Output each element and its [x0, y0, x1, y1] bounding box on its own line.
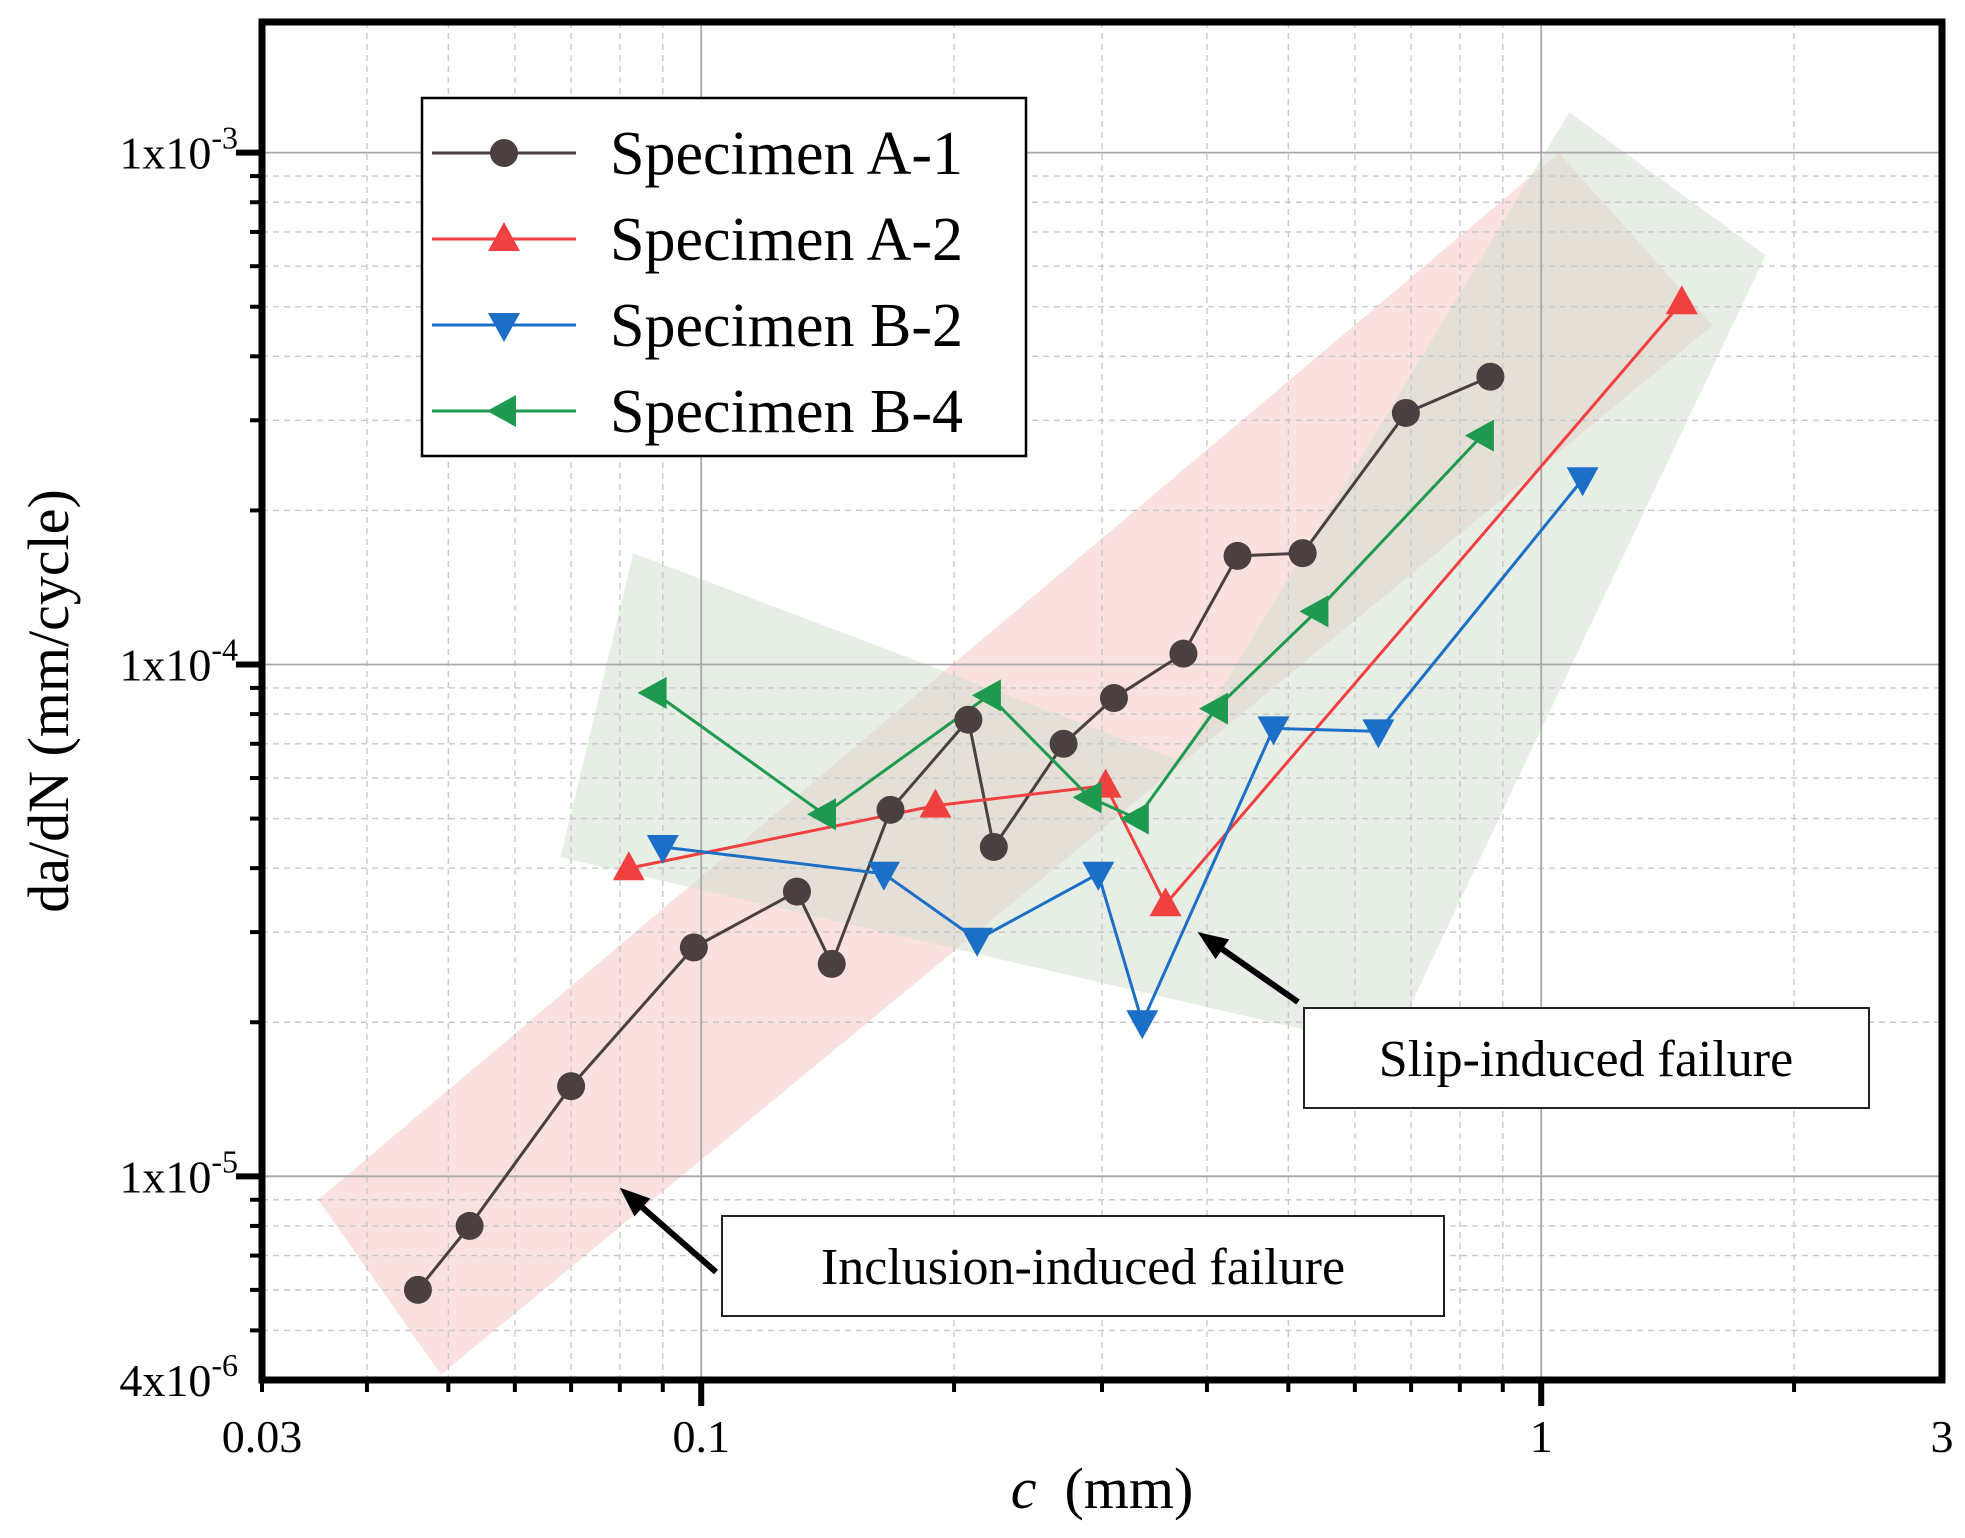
- legend-label-specimen-a-2: Specimen A-2: [610, 206, 963, 274]
- y-tick-exponent: -4: [211, 631, 238, 667]
- data-point-specimen-a-1: [1223, 541, 1252, 570]
- x-tick-label: 0.03: [222, 1411, 303, 1462]
- legend-marker-specimen-a-2: [488, 222, 520, 251]
- y-tick-exponent: -5: [211, 1143, 238, 1179]
- y-tick-base: 4x10: [119, 1355, 211, 1406]
- data-point-specimen-a-1: [817, 949, 846, 978]
- data-point-specimen-a-1: [1476, 362, 1505, 391]
- series-line-specimen-b-2: [662, 478, 1584, 1027]
- x-tick-label: 3: [1931, 1411, 1954, 1462]
- series-line-specimen-b-4: [653, 434, 1483, 821]
- annotation-arrowhead-inclusion-induced-failure: [619, 1187, 651, 1217]
- data-point-specimen-b-4: [637, 676, 667, 709]
- legend: Specimen A-1 Specimen A-2 Specimen B-2 Spec…: [420, 96, 1028, 458]
- legend-marker-specimen-b-2: [488, 313, 520, 342]
- data-point-specimen-b-4: [1464, 419, 1494, 452]
- data-point-specimen-a-1: [557, 1072, 586, 1101]
- data-point-specimen-a-2: [612, 851, 645, 881]
- annotation-text-slip-induced-failure: Slip-induced failure: [1379, 1031, 1793, 1088]
- data-point-specimen-b-2: [1082, 861, 1115, 891]
- data-point-specimen-b-2: [961, 927, 994, 957]
- legend-box: [420, 96, 1028, 458]
- data-point-specimen-a-1: [1391, 398, 1420, 427]
- y-tick-base: 1x10: [119, 639, 211, 690]
- data-point-specimen-a-1: [1288, 539, 1317, 568]
- y-tick-label: 1x10-3: [119, 120, 238, 179]
- y-tick-exponent: -3: [211, 120, 238, 156]
- y-tick-base: 1x10: [119, 1151, 211, 1202]
- axis-ticks: [236, 149, 1797, 1406]
- x-axis-unit: (mm): [1064, 1456, 1193, 1521]
- data-point-specimen-a-1: [1049, 729, 1078, 758]
- legend-marker-specimen-a-1: [490, 139, 518, 167]
- data-point-specimen-b-4: [1199, 692, 1228, 725]
- data-point-specimen-b-2: [646, 835, 679, 864]
- legend-marker-specimen-b-4: [487, 395, 516, 427]
- data-point-specimen-b-2: [1362, 719, 1395, 749]
- series-line-specimen-a-1: [416, 375, 1491, 1291]
- data-point-specimen-b-4: [807, 798, 836, 831]
- y-tick-exponent: -6: [211, 1347, 238, 1383]
- x-tick-label: 1: [1530, 1411, 1553, 1462]
- data-point-specimen-a-1: [979, 832, 1008, 861]
- data-point-specimen-a-1: [876, 795, 905, 824]
- data-point-specimen-b-2: [1257, 716, 1290, 746]
- data-point-specimen-a-1: [403, 1275, 432, 1304]
- y-tick-label: 4x10-6: [119, 1347, 238, 1406]
- highlight-bands: [318, 112, 1766, 1375]
- y-tick-label: 1x10-4: [119, 631, 238, 690]
- annotation-box-inclusion-induced-failure: [721, 1215, 1445, 1317]
- data-point-specimen-a-2: [919, 788, 952, 818]
- x-axis-variable: c: [1011, 1456, 1037, 1521]
- annotation-arrow-slip-induced-failure: [1220, 946, 1300, 1005]
- data-point-specimen-a-1: [1169, 639, 1198, 668]
- legend-label-specimen-a-1: Specimen A-1: [610, 120, 963, 188]
- annotation-text-inclusion-induced-failure: Inclusion-induced failure: [821, 1239, 1345, 1296]
- data-point-specimen-a-2: [1665, 285, 1698, 315]
- data-point-specimen-a-1: [679, 933, 708, 962]
- annotation-arrow-inclusion-induced-failure: [640, 1205, 718, 1275]
- slip-band: [560, 112, 1766, 1050]
- y-tick-base: 1x10: [119, 128, 211, 179]
- data-point-specimen-a-1: [1099, 684, 1128, 713]
- series-markers: [403, 285, 1698, 1304]
- data-point-specimen-b-2: [867, 861, 900, 891]
- data-point-specimen-b-4: [1299, 595, 1329, 628]
- legend-label-specimen-b-2: Specimen B-2: [610, 292, 963, 360]
- data-point-specimen-a-2: [1149, 887, 1182, 917]
- legend-label-specimen-b-4: Specimen B-4: [610, 378, 963, 446]
- y-tick-label: 1x10-5: [119, 1143, 238, 1202]
- annotation-arrowhead-slip-induced-failure: [1197, 932, 1230, 960]
- data-point-specimen-b-4: [971, 679, 1001, 712]
- data-point-specimen-a-1: [455, 1211, 484, 1240]
- grid: [261, 22, 1942, 1380]
- data-point-specimen-b-4: [1072, 781, 1102, 814]
- data-point-specimen-b-2: [1566, 467, 1599, 497]
- x-axis-label: c (mm): [1011, 1456, 1194, 1521]
- y-axis-label: da/dN (mm/cycle): [16, 489, 81, 913]
- annotations: Slip-induced failure Inclusion-induced fa…: [619, 932, 1870, 1317]
- data-point-specimen-a-1: [954, 705, 983, 734]
- data-point-specimen-b-2: [1126, 1010, 1159, 1040]
- x-tick-label: 0.1: [672, 1411, 730, 1462]
- data-point-specimen-b-4: [1119, 802, 1149, 835]
- annotation-box-slip-induced-failure: [1303, 1007, 1870, 1109]
- data-point-specimen-a-1: [782, 877, 811, 906]
